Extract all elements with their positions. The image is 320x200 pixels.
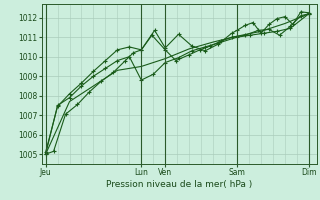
- X-axis label: Pression niveau de la mer( hPa ): Pression niveau de la mer( hPa ): [106, 180, 252, 189]
